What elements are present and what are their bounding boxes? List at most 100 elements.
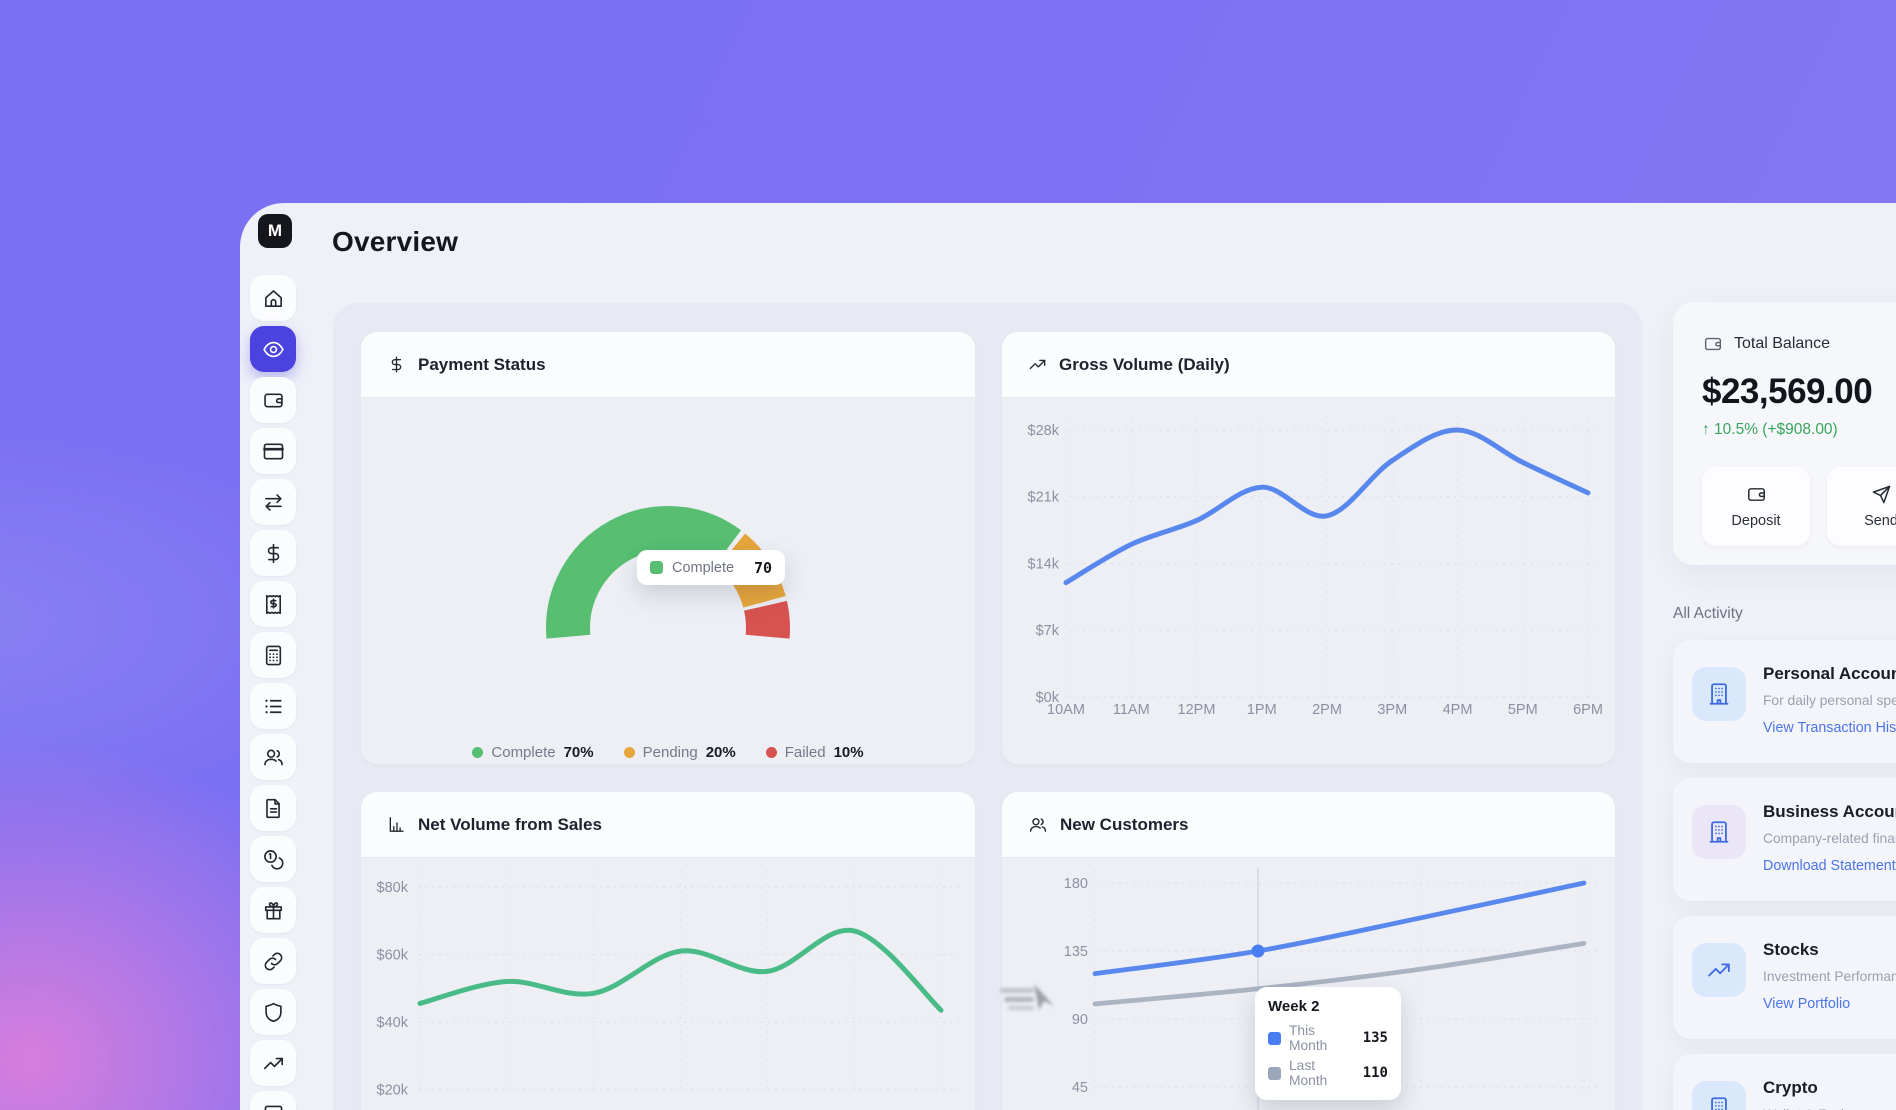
svg-text:10AM: 10AM	[1047, 702, 1085, 718]
sidebar-item-transfer[interactable]	[250, 479, 296, 525]
svg-text:11AM: 11AM	[1113, 702, 1150, 718]
activity-card-business-account[interactable]: Business Account Company-related finance…	[1673, 778, 1896, 901]
net-volume-header: Net Volume from Sales	[361, 792, 975, 858]
new-customers-title: New Customers	[1060, 814, 1189, 834]
tooltip-label: Complete	[672, 559, 735, 576]
tooltip-label: This Month	[1289, 1023, 1328, 1053]
svg-text:5PM: 5PM	[1508, 702, 1538, 718]
legend-value: 70%	[563, 744, 594, 761]
tooltip-title: Week 2	[1268, 998, 1320, 1015]
svg-text:1PM: 1PM	[1247, 702, 1277, 718]
activity-title: Business Account	[1763, 802, 1896, 821]
net-volume-line-chart[interactable]: $80k $60k $40k $20k	[361, 858, 975, 1110]
send-button[interactable]: Send	[1827, 467, 1896, 546]
app-logo: M	[258, 214, 292, 248]
sidebar-item-link[interactable]	[250, 938, 296, 984]
main-content-panel: Payment Status Complete 70% Pending 20% …	[333, 303, 1642, 1110]
svg-text:45: 45	[1072, 1080, 1088, 1096]
sidebar-item-trending-up[interactable]	[250, 1040, 296, 1086]
list-icon	[262, 695, 285, 718]
tooltip-value: 135	[1362, 1030, 1388, 1046]
legend-dot	[472, 747, 484, 758]
home-icon	[262, 287, 285, 310]
legend-dot	[623, 747, 635, 758]
gift-icon	[262, 899, 285, 922]
send-icon	[1871, 484, 1892, 505]
svg-text:$28k: $28k	[1028, 423, 1060, 439]
new-customers-body[interactable]: 180 135 90 45	[1002, 858, 1615, 1110]
sidebar-item-receipt[interactable]	[250, 581, 296, 627]
activity-link[interactable]: View Transaction History	[1763, 720, 1896, 736]
sidebar-item-users[interactable]	[250, 734, 296, 780]
calculator-icon	[262, 644, 285, 667]
new-customers-header: New Customers	[1002, 792, 1615, 858]
tooltip-color-swatch	[1268, 1066, 1281, 1080]
svg-text:135: 135	[1064, 944, 1088, 960]
tooltip-color-swatch	[1268, 1031, 1281, 1045]
legend-label: Pending	[642, 744, 698, 761]
balance-actions: Deposit Send	[1702, 467, 1896, 546]
tooltip-label: Last Month	[1289, 1058, 1328, 1088]
screen-icon	[262, 1103, 285, 1110]
total-balance-card: Total Balance $23,569.00 ↑ 10.5% (+$908.…	[1673, 302, 1896, 565]
sidebar-item-coins[interactable]	[250, 836, 296, 882]
activity-subtitle: Wallet & Exchange	[1763, 1107, 1879, 1110]
new-customers-line-chart[interactable]: 180 135 90 45	[1002, 858, 1615, 1110]
wallet-icon	[1746, 484, 1767, 505]
svg-text:$80k: $80k	[377, 880, 409, 896]
wallet-icon	[1703, 334, 1723, 354]
button-label: Deposit	[1731, 513, 1781, 529]
transfer-icon	[262, 491, 285, 514]
svg-text:90: 90	[1072, 1012, 1088, 1028]
activity-card-crypto[interactable]: Crypto Wallet & Exchange	[1673, 1054, 1896, 1110]
activity-link[interactable]: Download Statement	[1763, 858, 1896, 874]
sidebar-item-document[interactable]	[250, 785, 296, 831]
activity-card-personal-account[interactable]: Personal Account For daily personal spen…	[1673, 640, 1896, 763]
credit-card-icon	[262, 440, 285, 463]
sidebar-item-gift[interactable]	[250, 887, 296, 933]
gauge-legend: Complete 70% Pending 20% Failed 10%	[361, 744, 975, 761]
sidebar-item-shield[interactable]	[250, 989, 296, 1035]
activity-link[interactable]: View Portfolio	[1763, 996, 1851, 1012]
activity-subtitle: For daily personal spending	[1763, 693, 1896, 708]
legend-item-failed: Failed 10%	[765, 744, 864, 761]
payment-status-title: Payment Status	[418, 354, 546, 374]
net-volume-card: Net Volume from Sales $80k $60k $40k $20k	[361, 792, 975, 1110]
deposit-button[interactable]: Deposit	[1702, 467, 1810, 546]
net-volume-title: Net Volume from Sales	[418, 814, 602, 834]
activity-title: Stocks	[1763, 940, 1819, 959]
svg-text:$7k: $7k	[1036, 623, 1060, 639]
sidebar-item-eye[interactable]	[250, 326, 296, 372]
sidebar-item-screen[interactable]	[250, 1091, 296, 1110]
all-activity-label: All Activity	[1673, 605, 1743, 622]
activity-subtitle: Investment Performance	[1763, 969, 1896, 984]
building-icon	[1692, 667, 1746, 721]
legend-value: 20%	[705, 744, 736, 761]
sidebar-nav	[250, 275, 296, 1110]
svg-text:6PM: 6PM	[1573, 702, 1603, 718]
net-volume-body[interactable]: $80k $60k $40k $20k	[361, 858, 975, 1110]
gross-volume-body[interactable]: $28k $21k $14k $7k $0k 10AM 11AM 12PM 1PM 2PM 3PM 4…	[1002, 398, 1615, 764]
sidebar-item-calculator[interactable]	[250, 632, 296, 678]
total-balance-label: Total Balance	[1734, 335, 1831, 352]
svg-text:180: 180	[1064, 876, 1088, 892]
sidebar-item-wallet[interactable]	[250, 377, 296, 423]
activity-title: Crypto	[1763, 1078, 1818, 1097]
new-customers-card: New Customers 180 135 90 45 Week 2 This Mon…	[1002, 792, 1615, 1110]
sidebar-item-home[interactable]	[250, 275, 296, 321]
link-icon	[262, 950, 285, 973]
tooltip-value: 110	[1362, 1065, 1388, 1081]
svg-text:$0k: $0k	[1036, 690, 1060, 706]
sidebar-item-credit-card[interactable]	[250, 428, 296, 474]
new-customers-tooltip: Week 2 This Month 135 Last Month 110	[1255, 987, 1401, 1100]
activity-card-stocks[interactable]: Stocks Investment Performance View Portf…	[1673, 916, 1896, 1039]
coins-icon	[262, 848, 285, 871]
svg-text:$14k: $14k	[1028, 556, 1060, 572]
activity-list: Personal Account For daily personal spen…	[1673, 640, 1896, 1110]
sidebar-item-dollar[interactable]	[250, 530, 296, 576]
tooltip-value: 70	[753, 558, 772, 577]
sidebar-item-list[interactable]	[250, 683, 296, 729]
activity-subtitle: Company-related finances	[1763, 831, 1896, 846]
